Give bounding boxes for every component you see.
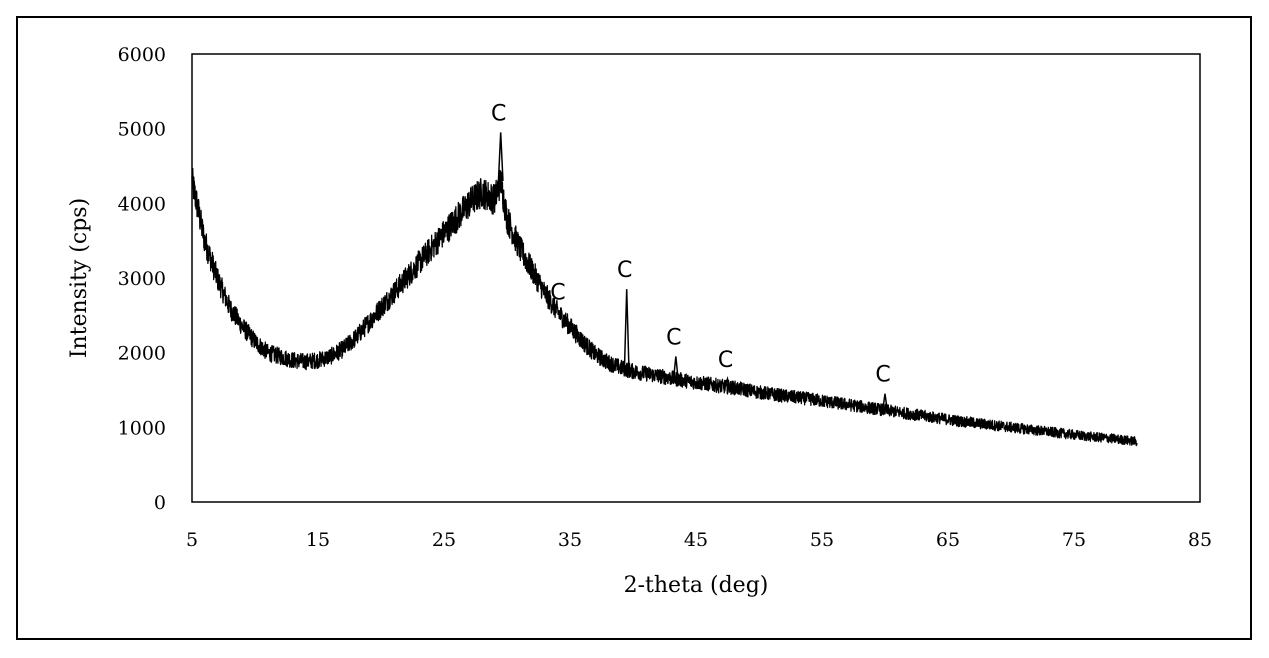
- peak-spike: [672, 356, 679, 380]
- x-axis-title: 2-theta (deg): [624, 573, 769, 598]
- y-tick-label: 3000: [118, 268, 166, 290]
- peak-spike: [497, 132, 504, 181]
- series-line: [191, 167, 1138, 447]
- peak-label: C: [491, 101, 506, 126]
- x-tick-label: 55: [810, 529, 834, 551]
- x-tick-label: 5: [186, 529, 198, 551]
- peak-label: C: [550, 281, 565, 306]
- y-tick-label: 6000: [118, 44, 166, 66]
- y-tick-label: 0: [154, 492, 166, 514]
- x-tick-label: 85: [1188, 529, 1212, 551]
- peak-label: C: [718, 348, 733, 373]
- x-axis-ticks: 5 15 25 35 45 55 65 75 85: [186, 529, 1212, 551]
- y-axis-title: Intensity (cps): [67, 198, 92, 358]
- x-tick-label: 25: [432, 529, 456, 551]
- peak-spike: [724, 375, 731, 388]
- y-axis-ticks: 0 1000 2000 3000 4000 5000 6000: [118, 44, 166, 514]
- x-tick-label: 15: [306, 529, 330, 551]
- y-tick-label: 1000: [118, 417, 166, 439]
- plot-area: [191, 53, 1201, 503]
- peak-label: C: [666, 325, 681, 350]
- figure-frame: [16, 16, 1252, 640]
- peak-spike: [623, 289, 630, 370]
- peak-label: C: [875, 363, 890, 388]
- y-tick-label: 4000: [118, 193, 166, 215]
- peak-label: C: [617, 258, 632, 283]
- y-tick-label: 2000: [118, 343, 166, 365]
- x-tick-label: 35: [558, 529, 582, 551]
- x-tick-label: 75: [1062, 529, 1086, 551]
- peak-spike: [557, 310, 563, 316]
- y-tick-label: 5000: [118, 119, 166, 141]
- peak-spike: [881, 393, 889, 411]
- peak-labels: C C C C C C: [491, 101, 891, 387]
- peak-spikes: [497, 132, 889, 411]
- x-tick-label: 65: [936, 529, 960, 551]
- x-tick-label: 45: [684, 529, 708, 551]
